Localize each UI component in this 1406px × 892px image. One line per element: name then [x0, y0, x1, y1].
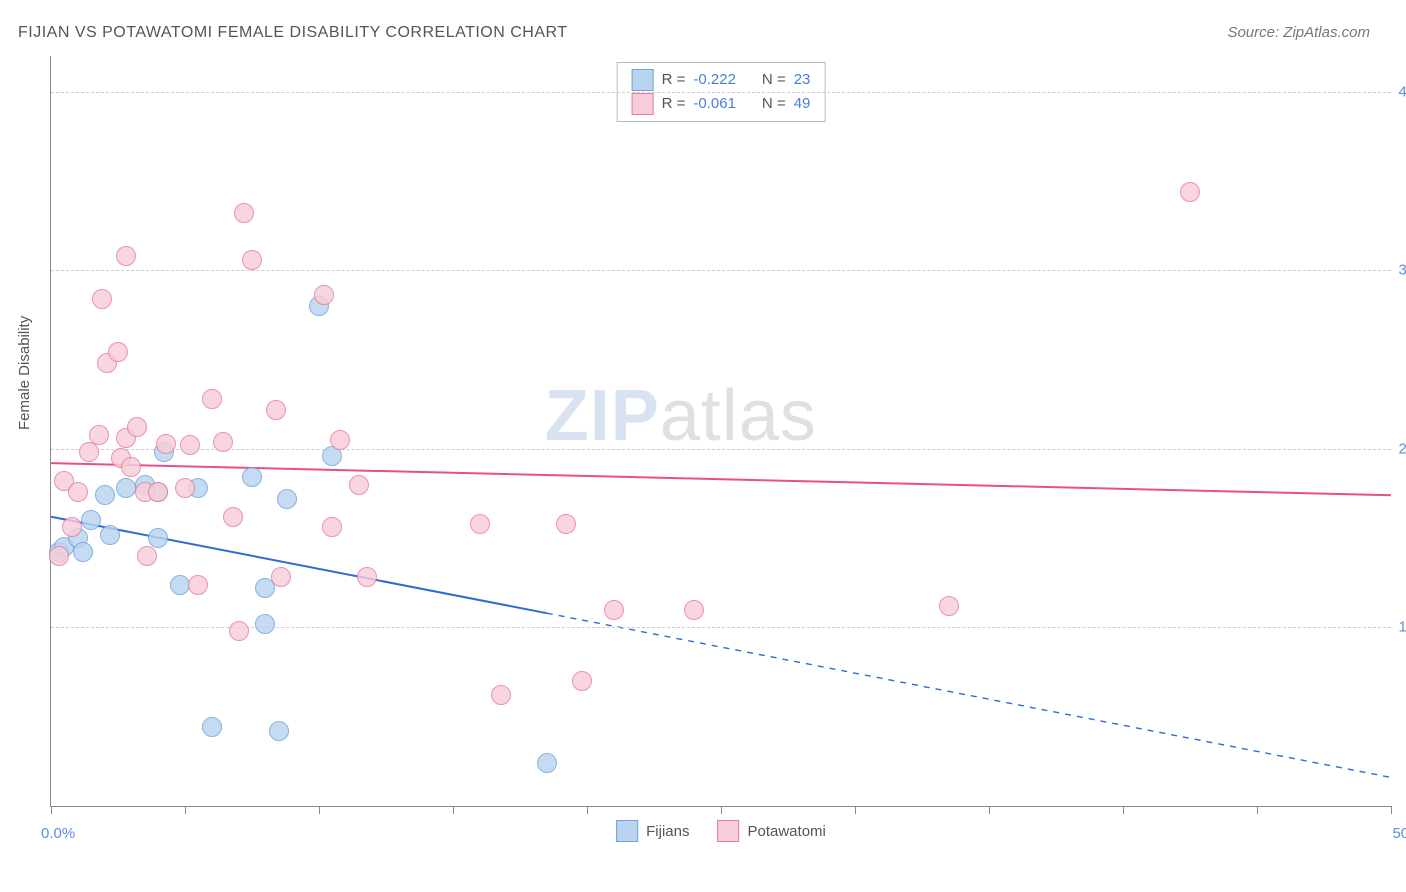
legend-swatch [632, 69, 654, 91]
y-tick-label: 20.0% [1395, 440, 1406, 457]
data-point [68, 482, 88, 502]
data-point [121, 457, 141, 477]
data-point [223, 507, 243, 527]
data-point [357, 567, 377, 587]
data-point [137, 546, 157, 566]
data-point [604, 600, 624, 620]
x-axis-max-label: 50.0% [1392, 825, 1406, 842]
gridline [51, 270, 1391, 271]
legend-r-label: R = [662, 68, 686, 92]
x-tick [1391, 806, 1392, 814]
legend-n-label: N = [762, 92, 786, 116]
data-point [202, 717, 222, 737]
x-tick [185, 806, 186, 814]
data-point [89, 425, 109, 445]
data-point [234, 203, 254, 223]
data-point [537, 753, 557, 773]
legend-n-value: 23 [794, 68, 811, 92]
data-point [556, 514, 576, 534]
data-point [148, 482, 168, 502]
x-axis-min-label: 0.0% [41, 825, 75, 842]
data-point [939, 596, 959, 616]
data-point [170, 575, 190, 595]
y-tick-label: 10.0% [1395, 619, 1406, 636]
data-point [100, 525, 120, 545]
data-point [92, 289, 112, 309]
legend-stats-row: R = -0.222 N = 23 [632, 68, 811, 92]
data-point [127, 417, 147, 437]
data-point [73, 542, 93, 562]
data-point [202, 389, 222, 409]
legend-r-label: R = [662, 92, 686, 116]
x-tick [51, 806, 52, 814]
legend-series-item: Potawatomi [717, 820, 825, 842]
legend-series: Fijians Potawatomi [616, 820, 826, 842]
data-point [79, 442, 99, 462]
y-tick-label: 40.0% [1395, 83, 1406, 100]
legend-n-label: N = [762, 68, 786, 92]
data-point [156, 434, 176, 454]
data-point [49, 546, 69, 566]
data-point [269, 721, 289, 741]
plot-area: ZIPatlas R =-0.222N =23R =-0.061N =49 Fi… [50, 56, 1391, 807]
gridline [51, 449, 1391, 450]
x-tick [453, 806, 454, 814]
data-point [684, 600, 704, 620]
data-point [1180, 182, 1200, 202]
data-point [116, 478, 136, 498]
legend-r-value: -0.222 [693, 68, 736, 92]
data-point [108, 342, 128, 362]
legend-swatch [632, 93, 654, 115]
data-point [213, 432, 233, 452]
data-point [271, 567, 291, 587]
data-point [242, 250, 262, 270]
data-point [322, 517, 342, 537]
data-point [349, 475, 369, 495]
legend-swatch [616, 820, 638, 842]
legend-swatch [717, 820, 739, 842]
watermark-atlas: atlas [660, 376, 817, 456]
data-point [491, 685, 511, 705]
data-point [81, 510, 101, 530]
y-axis-label: Female Disability [16, 316, 33, 430]
data-point [470, 514, 490, 534]
x-tick [989, 806, 990, 814]
gridline [51, 92, 1391, 93]
data-point [314, 285, 334, 305]
data-point [175, 478, 195, 498]
data-point [95, 485, 115, 505]
data-point [229, 621, 249, 641]
x-tick [721, 806, 722, 814]
watermark: ZIPatlas [545, 375, 817, 457]
legend-stats-row: R = -0.061 N = 49 [632, 92, 811, 116]
x-tick [855, 806, 856, 814]
data-point [62, 517, 82, 537]
data-point [148, 528, 168, 548]
y-tick-label: 30.0% [1395, 262, 1406, 279]
data-point [255, 614, 275, 634]
legend-series-label: Potawatomi [747, 823, 825, 840]
gridline [51, 627, 1391, 628]
data-point [277, 489, 297, 509]
data-point [572, 671, 592, 691]
data-point [180, 435, 200, 455]
x-tick [319, 806, 320, 814]
source-label: Source: ZipAtlas.com [1227, 24, 1370, 41]
legend-n-value: 49 [794, 92, 811, 116]
legend-series-label: Fijians [646, 823, 689, 840]
legend-series-item: Fijians [616, 820, 689, 842]
x-tick [1123, 806, 1124, 814]
data-point [188, 575, 208, 595]
x-tick [587, 806, 588, 814]
chart-title: FIJIAN VS POTAWATOMI FEMALE DISABILITY C… [18, 24, 568, 42]
data-point [330, 430, 350, 450]
x-tick [1257, 806, 1258, 814]
trendlines-svg [51, 56, 1391, 806]
data-point [116, 246, 136, 266]
legend-r-value: -0.061 [693, 92, 736, 116]
data-point [242, 467, 262, 487]
data-point [266, 400, 286, 420]
correlation-chart: FIJIAN VS POTAWATOMI FEMALE DISABILITY C… [0, 0, 1406, 892]
watermark-zip: ZIP [545, 376, 660, 456]
